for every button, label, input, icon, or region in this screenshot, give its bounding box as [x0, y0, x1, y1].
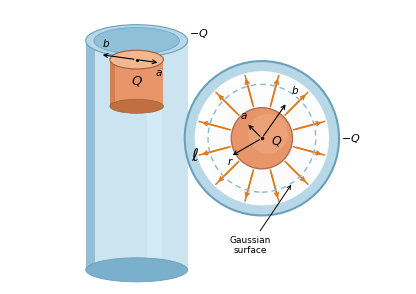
- Ellipse shape: [110, 99, 163, 113]
- Text: Q: Q: [131, 74, 142, 87]
- Text: $-Q$: $-Q$: [189, 27, 209, 40]
- Polygon shape: [110, 61, 163, 106]
- Polygon shape: [147, 43, 162, 270]
- Circle shape: [185, 61, 339, 216]
- Polygon shape: [110, 61, 115, 106]
- Text: $\ell$: $\ell$: [191, 148, 198, 166]
- Polygon shape: [86, 43, 95, 270]
- Polygon shape: [86, 43, 188, 270]
- Ellipse shape: [110, 50, 163, 69]
- Ellipse shape: [94, 28, 179, 54]
- Text: b: b: [103, 39, 109, 49]
- Circle shape: [231, 108, 292, 169]
- Text: a: a: [240, 111, 247, 121]
- Text: $-Q$: $-Q$: [342, 132, 361, 145]
- Circle shape: [195, 71, 329, 206]
- Ellipse shape: [86, 258, 188, 282]
- Text: Q: Q: [271, 135, 281, 148]
- Text: Gaussian
surface: Gaussian surface: [230, 186, 291, 255]
- Text: r: r: [227, 157, 232, 167]
- Circle shape: [248, 114, 288, 153]
- Text: b: b: [291, 86, 298, 96]
- Text: a: a: [156, 68, 162, 78]
- Ellipse shape: [86, 25, 188, 57]
